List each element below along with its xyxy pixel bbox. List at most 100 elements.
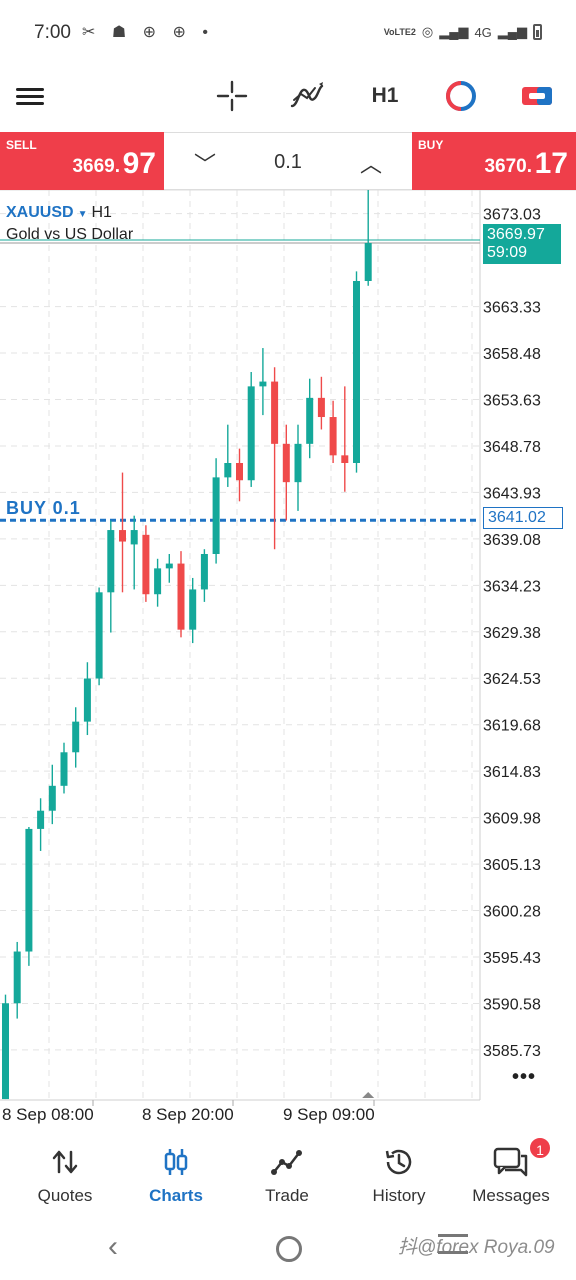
y-tick-label: 3614.83	[483, 764, 541, 781]
system-navigation-bar: ‹ 抖@forex Roya.09	[0, 1220, 576, 1280]
sell-button[interactable]: SELL 3669. 97	[0, 132, 164, 190]
symbol-description: Gold vs US Dollar	[6, 226, 134, 243]
crosshair-icon[interactable]	[214, 76, 250, 116]
candle-body-bull	[189, 589, 197, 630]
quotes-icon	[10, 1144, 120, 1180]
nav-quotes-label: Quotes	[37, 1186, 93, 1205]
buy-label: BUY	[418, 138, 444, 152]
notification-icons: ✂ ☗ ⊕ ⊕ •	[82, 24, 214, 41]
y-tick-label: 3663.33	[483, 300, 541, 317]
candle-body-bull	[130, 530, 138, 545]
candle-body-bull	[95, 592, 103, 679]
candle-body-bull	[364, 242, 372, 281]
indicator-icon[interactable]	[288, 76, 326, 116]
candle-body-bull	[212, 477, 220, 554]
nav-trade-label: Trade	[265, 1186, 309, 1205]
y-tick-label: 3634.23	[483, 578, 541, 595]
charts-icon	[121, 1144, 231, 1180]
nav-history-label: History	[372, 1186, 426, 1205]
buy-price: 3670.	[484, 156, 532, 177]
signal-icon-2: ▂▄▆	[497, 24, 527, 39]
back-icon[interactable]: ‹	[108, 1230, 118, 1263]
sell-label: SELL	[6, 138, 37, 152]
symbol-dropdown-icon[interactable]: ▼	[77, 209, 88, 220]
more-horizontal-icon[interactable]: •••	[512, 1066, 537, 1088]
candle-body-bear	[236, 463, 243, 481]
y-tick-label: 3595.43	[483, 950, 541, 967]
y-tick-label: 3643.93	[483, 485, 541, 502]
chevron-down-icon[interactable]: ﹀	[194, 152, 217, 177]
candle-body-bull	[259, 381, 267, 387]
candle-body-bull	[200, 554, 208, 590]
y-tick-label: 3619.68	[483, 718, 541, 735]
candle-body-bull	[294, 443, 302, 483]
candle-body-bull	[247, 386, 255, 481]
bottom-navigation: Quotes Charts Trade History 1 Messages	[0, 1130, 576, 1220]
signal-icon: ▂▄▆	[439, 24, 469, 39]
one-click-trade-panel: SELL 3669. 97 ﹀ 0.1 ︿ BUY 3670. 17	[0, 132, 576, 190]
buy-button[interactable]: BUY 3670. 17	[412, 132, 576, 190]
current-price: 3669.97	[487, 226, 545, 243]
candle-body-bull	[25, 828, 33, 952]
symbol-name[interactable]: XAUUSD	[6, 204, 74, 221]
bar-timer: 59:09	[487, 244, 528, 261]
volume-selector: ﹀ 0.1 ︿	[164, 132, 412, 190]
status-bar: 7:00 ✂ ☗ ⊕ ⊕ • VoLTE2 ◎ ▂▄▆ 4G ▂▄▆	[0, 0, 576, 64]
candle-body-bull	[37, 810, 45, 829]
candlestick-chart[interactable]: 3673.03 3663.33 3658.48 3653.63 3648.78 3643.…	[0, 190, 576, 1130]
hamburger-icon[interactable]	[14, 76, 46, 116]
candle-body-bull	[60, 752, 68, 786]
current-bar-marker	[362, 1092, 375, 1098]
candle-body-bull	[224, 463, 232, 478]
candle-body-bull	[83, 678, 91, 722]
candle-body-bull	[353, 281, 360, 463]
volte-icon: VoLTE2	[383, 27, 416, 37]
y-tick-label: 3673.03	[483, 207, 541, 224]
x-tick-label: 8 Sep 08:00	[2, 1105, 94, 1124]
candle-body-bull	[107, 530, 115, 593]
volume-value[interactable]: 0.1	[274, 151, 302, 173]
candle-body-bull	[72, 721, 80, 753]
nav-quotes[interactable]: Quotes	[10, 1144, 120, 1206]
candle-body-bull	[154, 568, 162, 595]
y-tick-label: 3639.08	[483, 532, 541, 549]
recent-apps-icon[interactable]	[438, 1234, 468, 1254]
chart-toolbar: H1	[0, 64, 576, 128]
y-tick-label: 3609.98	[483, 811, 541, 828]
nav-messages[interactable]: 1 Messages	[456, 1136, 566, 1206]
candle-body-bear	[282, 443, 290, 483]
candle-body-bull	[2, 1003, 9, 1100]
one-click-trading-icon[interactable]	[444, 76, 478, 116]
messages-badge: 1	[528, 1136, 552, 1160]
messages-icon: 1	[456, 1136, 566, 1180]
candle-body-bull	[306, 397, 314, 444]
sell-price: 3669.	[72, 156, 120, 177]
candle-body-bear	[142, 534, 150, 595]
y-tick-label: 3624.53	[483, 671, 541, 688]
trade-icon	[232, 1144, 342, 1180]
nav-messages-label: Messages	[472, 1186, 550, 1205]
nav-history[interactable]: History	[344, 1144, 454, 1206]
order-price-tag[interactable]: 3641.02	[483, 507, 563, 529]
home-icon[interactable]	[276, 1236, 302, 1262]
watermark: 抖@forex Roya.09	[398, 1237, 555, 1258]
system-status-icons: VoLTE2 ◎ ▂▄▆ 4G ▂▄▆	[384, 24, 542, 40]
timeframe-button[interactable]: H1	[371, 84, 399, 107]
candle-body-bear	[341, 455, 349, 463]
y-tick-label: 3590.58	[483, 996, 541, 1013]
status-time: 7:00	[34, 22, 71, 43]
candle-body-bull	[13, 951, 21, 1004]
order-line-label[interactable]: BUY 0.1	[6, 498, 81, 518]
buy-pips: 17	[534, 147, 568, 180]
nav-trade[interactable]: Trade	[232, 1144, 342, 1206]
y-tick-label: 3658.48	[483, 346, 541, 363]
hotspot-icon: ◎	[421, 24, 434, 39]
chevron-up-icon[interactable]: ︿	[359, 152, 382, 177]
x-tick-label: 9 Sep 09:00	[283, 1105, 375, 1124]
candle-body-bear	[177, 563, 185, 630]
price-chart[interactable]: 3673.03 3663.33 3658.48 3653.63 3648.78 3643.…	[0, 190, 576, 1130]
symbol-timeframe: H1	[91, 204, 112, 221]
nav-charts[interactable]: Charts	[121, 1144, 231, 1206]
y-tick-label: 3585.73	[483, 1043, 541, 1060]
new-order-icon[interactable]	[520, 76, 554, 116]
